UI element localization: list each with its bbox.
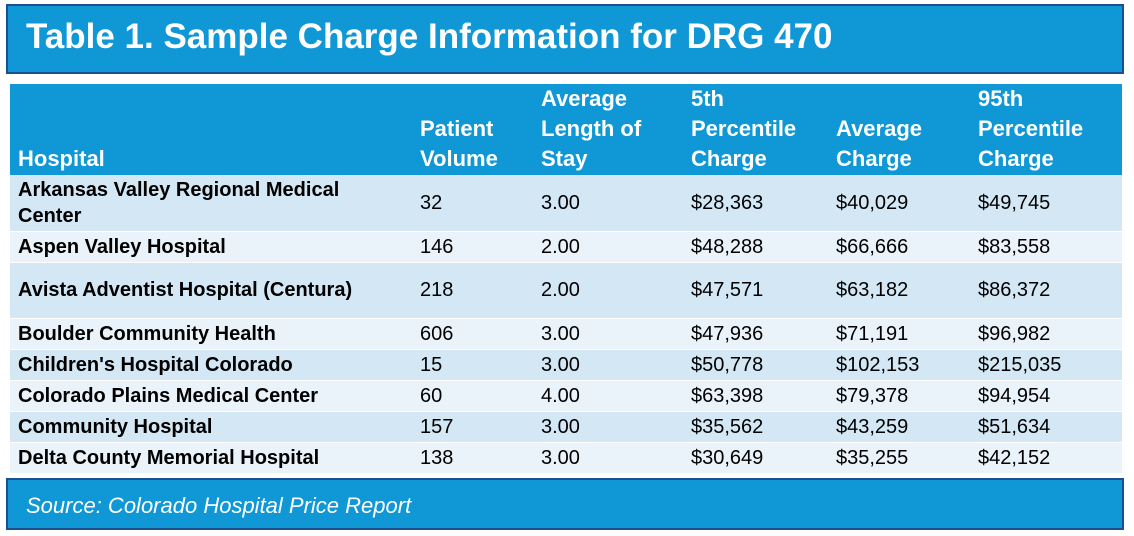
source-banner: Source: Colorado Hospital Price Report bbox=[6, 478, 1124, 530]
cell-95th-percentile-charge: $86,372 bbox=[970, 261, 1122, 318]
cell-95th-percentile-charge: $94,954 bbox=[970, 379, 1122, 411]
table-body: Arkansas Valley Regional Medical Center … bbox=[10, 175, 1122, 473]
cell-hospital: Delta County Memorial Hospital bbox=[10, 441, 412, 473]
cell-95th-percentile-charge: $51,634 bbox=[970, 410, 1122, 442]
table-row: Delta County Memorial Hospital 138 3.00 … bbox=[10, 441, 1122, 473]
cell-5th-percentile-charge: $47,571 bbox=[683, 261, 828, 318]
cell-average-length-of-stay: 3.00 bbox=[533, 348, 683, 380]
cell-patient-volume: 32 bbox=[420, 191, 443, 214]
table-row: Children's Hospital Colorado 15 3.00 $50… bbox=[10, 348, 1122, 380]
charge-table: Hospital Patient Volume Average Length o… bbox=[10, 84, 1122, 473]
page-title: Table 1. Sample Charge Information for D… bbox=[26, 17, 833, 56]
cell-5th-percentile-charge: $63,398 bbox=[683, 379, 828, 411]
cell-patient-volume: 606 bbox=[412, 317, 533, 349]
cell-average-charge: $102,153 bbox=[828, 348, 970, 380]
cell-average-length-of-stay: 3.00 bbox=[533, 410, 683, 442]
table-row: Colorado Plains Medical Center 60 4.00 $… bbox=[10, 379, 1122, 411]
cell-5th-percentile-charge: $50,778 bbox=[683, 348, 828, 380]
cell-patient-volume: 60 bbox=[412, 379, 533, 411]
column-header-patient-volume: Patient Volume bbox=[420, 116, 498, 171]
column-header-hospital: Hospital bbox=[18, 146, 105, 171]
cell-average-length-of-stay: 4.00 bbox=[533, 379, 683, 411]
cell-patient-volume: 218 bbox=[412, 261, 533, 318]
cell-hospital: Children's Hospital Colorado bbox=[10, 348, 412, 380]
cell-average-charge: $63,182 bbox=[828, 261, 970, 318]
cell-5th-percentile-charge: $28,363 bbox=[691, 191, 764, 214]
cell-average-charge: $66,666 bbox=[828, 230, 970, 262]
cell-95th-percentile-charge: $42,152 bbox=[970, 441, 1122, 473]
cell-hospital: Aspen Valley Hospital bbox=[10, 230, 412, 262]
column-header-5th-percentile-charge: 5th Percentile Charge bbox=[691, 86, 797, 171]
cell-hospital: Colorado Plains Medical Center bbox=[10, 379, 412, 411]
cell-average-charge: $43,259 bbox=[828, 410, 970, 442]
cell-95th-percentile-charge: $83,558 bbox=[970, 230, 1122, 262]
column-header-95th-percentile-charge: 95th Percentile Charge bbox=[978, 86, 1084, 171]
cell-hospital: Avista Adventist Hospital (Centura) bbox=[10, 261, 412, 318]
charge-table-container: Hospital Patient Volume Average Length o… bbox=[10, 84, 1122, 473]
cell-5th-percentile-charge: $35,562 bbox=[683, 410, 828, 442]
cell-hospital: Boulder Community Health bbox=[10, 317, 412, 349]
cell-patient-volume: 15 bbox=[412, 348, 533, 380]
cell-5th-percentile-charge: $47,936 bbox=[683, 317, 828, 349]
table-row: Arkansas Valley Regional Medical Center … bbox=[10, 175, 1122, 231]
cell-average-charge: $79,378 bbox=[828, 379, 970, 411]
cell-5th-percentile-charge: $48,288 bbox=[683, 230, 828, 262]
source-note: Source: Colorado Hospital Price Report bbox=[26, 493, 412, 518]
cell-average-length-of-stay: 2.00 bbox=[533, 230, 683, 262]
cell-average-length-of-stay: 3.00 bbox=[533, 317, 683, 349]
cell-patient-volume: 146 bbox=[412, 230, 533, 262]
header-row: Hospital Patient Volume Average Length o… bbox=[10, 84, 1122, 175]
cell-average-length-of-stay: 3.00 bbox=[533, 441, 683, 473]
cell-average-length-of-stay: 2.00 bbox=[533, 261, 683, 318]
table-row: Boulder Community Health 606 3.00 $47,93… bbox=[10, 317, 1122, 349]
cell-95th-percentile-charge: $49,745 bbox=[978, 191, 1051, 214]
table-row: Aspen Valley Hospital 146 2.00 $48,288 $… bbox=[10, 230, 1122, 262]
cell-patient-volume: 138 bbox=[412, 441, 533, 473]
title-banner: Table 1. Sample Charge Information for D… bbox=[6, 4, 1124, 74]
cell-5th-percentile-charge: $30,649 bbox=[683, 441, 828, 473]
cell-hospital: Arkansas Valley Regional Medical Center bbox=[18, 178, 340, 227]
cell-average-charge: $71,191 bbox=[828, 317, 970, 349]
column-header-average-charge: Average Charge bbox=[836, 116, 923, 171]
table-header: Hospital Patient Volume Average Length o… bbox=[10, 84, 1122, 175]
cell-hospital: Community Hospital bbox=[10, 410, 412, 442]
cell-average-length-of-stay: 3.00 bbox=[541, 191, 580, 214]
cell-patient-volume: 157 bbox=[412, 410, 533, 442]
cell-average-charge: $35,255 bbox=[828, 441, 970, 473]
table-row: Avista Adventist Hospital (Centura) 218 … bbox=[10, 261, 1122, 318]
column-header-average-length-of-stay: Average Length of Stay bbox=[541, 86, 642, 171]
cell-95th-percentile-charge: $96,982 bbox=[970, 317, 1122, 349]
table-row: Community Hospital 157 3.00 $35,562 $43,… bbox=[10, 410, 1122, 442]
cell-95th-percentile-charge: $215,035 bbox=[970, 348, 1122, 380]
cell-average-charge: $40,029 bbox=[836, 191, 909, 214]
